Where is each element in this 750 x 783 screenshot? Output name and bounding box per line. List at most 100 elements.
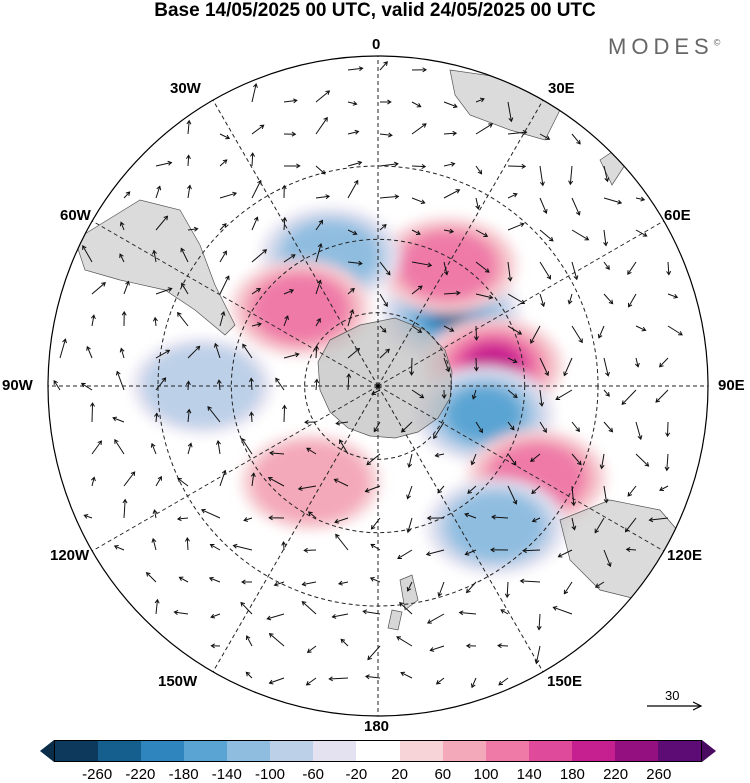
wind-arrow bbox=[251, 216, 259, 231]
wind-arrow bbox=[507, 293, 526, 305]
wind-arrow bbox=[219, 223, 227, 231]
lon-label-90e: 90E bbox=[718, 377, 745, 394]
wind-arrow bbox=[248, 377, 254, 391]
wind-arrow bbox=[268, 515, 285, 521]
colorbar-cell bbox=[399, 741, 443, 761]
wind-arrow bbox=[181, 282, 189, 295]
wind-arrow bbox=[665, 421, 671, 438]
wind-arrow bbox=[379, 348, 390, 359]
wind-arrow bbox=[315, 317, 321, 327]
wind-arrow bbox=[273, 581, 285, 587]
wind-arrow bbox=[379, 194, 400, 200]
wind-arrow bbox=[347, 347, 361, 359]
lon-label-120w: 120W bbox=[50, 547, 90, 564]
wind-arrow bbox=[507, 421, 515, 431]
wind-arrow bbox=[281, 541, 287, 551]
wind-arrow bbox=[267, 476, 285, 487]
wind-arrow bbox=[539, 357, 550, 377]
wind-arrow bbox=[667, 293, 679, 299]
wind-arrow bbox=[119, 253, 125, 263]
wind-arrow bbox=[552, 606, 573, 615]
meridian-line bbox=[212, 385, 379, 673]
wind-arrow bbox=[113, 544, 125, 551]
wind-arrow bbox=[315, 194, 331, 200]
wind-arrow bbox=[507, 101, 514, 123]
wind-arrow bbox=[207, 406, 221, 423]
wind-arrow bbox=[603, 261, 610, 270]
wind-arrow bbox=[283, 352, 300, 359]
wind-arrow bbox=[539, 165, 545, 187]
wind-arrow bbox=[530, 453, 541, 463]
wind-arrow bbox=[664, 453, 670, 472]
colorbar-cell bbox=[657, 741, 701, 761]
wind-arrow bbox=[145, 571, 157, 583]
wind-arrow bbox=[53, 379, 61, 391]
wind-arrow bbox=[491, 514, 509, 520]
meridian-line bbox=[377, 385, 544, 673]
wind-arrow bbox=[379, 132, 393, 138]
wind-arrow bbox=[306, 645, 317, 654]
reference-vector-label: 30 bbox=[665, 688, 680, 703]
wind-arrow bbox=[571, 261, 579, 281]
wind-arrow bbox=[150, 442, 157, 455]
colorbar-tick-label: 180 bbox=[559, 766, 585, 783]
wind-arrow bbox=[242, 343, 253, 359]
wind-arrow bbox=[186, 184, 192, 199]
colorbar-cell bbox=[55, 741, 99, 761]
wind-arrow bbox=[594, 581, 605, 588]
wind-arrow bbox=[411, 123, 427, 135]
wind-arrow bbox=[367, 645, 381, 661]
lon-label-150w: 150W bbox=[158, 673, 198, 690]
meridian-line bbox=[377, 385, 665, 552]
wind-arrow bbox=[283, 131, 297, 137]
wind-arrow bbox=[658, 357, 669, 368]
wind-arrow bbox=[347, 160, 363, 167]
wind-arrow bbox=[464, 512, 477, 519]
wind-arrow bbox=[283, 315, 289, 327]
wind-arrow bbox=[232, 543, 253, 551]
wind-arrow bbox=[334, 517, 349, 524]
reference-arrow-icon bbox=[647, 701, 703, 711]
map-field bbox=[48, 56, 708, 716]
wind-arrow bbox=[251, 124, 265, 135]
wind-arrow bbox=[154, 412, 160, 423]
wind-arrow bbox=[346, 373, 352, 391]
wind-arrow bbox=[366, 453, 381, 466]
wind-arrow bbox=[379, 99, 392, 105]
wind-arrow bbox=[458, 610, 477, 616]
wind-arrow bbox=[123, 280, 130, 295]
wind-arrow bbox=[379, 224, 387, 231]
wind-arrow bbox=[275, 377, 285, 391]
wind-arrow bbox=[185, 154, 191, 167]
wind-arrow bbox=[315, 90, 331, 103]
wind-arrow bbox=[400, 421, 413, 433]
wind-arrow bbox=[185, 380, 191, 391]
wind-arrow bbox=[331, 613, 349, 619]
wind-arrow bbox=[465, 581, 477, 594]
wind-arrow bbox=[152, 316, 158, 327]
wind-arrow bbox=[507, 261, 513, 282]
wind-arrow bbox=[370, 517, 381, 530]
wind-arrow bbox=[250, 472, 256, 487]
lon-label-30w: 30W bbox=[170, 80, 201, 97]
wind-arrow bbox=[475, 229, 489, 237]
wind-arrow bbox=[603, 197, 623, 205]
colorbar-cell bbox=[528, 741, 572, 761]
wind-arrow bbox=[151, 537, 157, 551]
wind-arrow bbox=[443, 130, 458, 136]
wind-arrow bbox=[625, 547, 637, 553]
wind-arrow bbox=[443, 161, 456, 167]
wind-arrow bbox=[437, 485, 445, 494]
wind-arrow bbox=[427, 613, 445, 624]
brand-mark: © bbox=[713, 37, 721, 48]
lon-label-180: 180 bbox=[364, 718, 390, 735]
wind-arrow bbox=[443, 189, 461, 199]
wind-arrow bbox=[364, 485, 381, 493]
wind-arrow bbox=[176, 516, 189, 522]
wind-arrow bbox=[241, 579, 253, 585]
wind-arrow bbox=[123, 471, 136, 487]
wind-arrow bbox=[435, 677, 445, 685]
wind-arrow bbox=[534, 645, 541, 665]
wind-arrow bbox=[177, 477, 189, 487]
colorbar-cell bbox=[442, 741, 486, 761]
